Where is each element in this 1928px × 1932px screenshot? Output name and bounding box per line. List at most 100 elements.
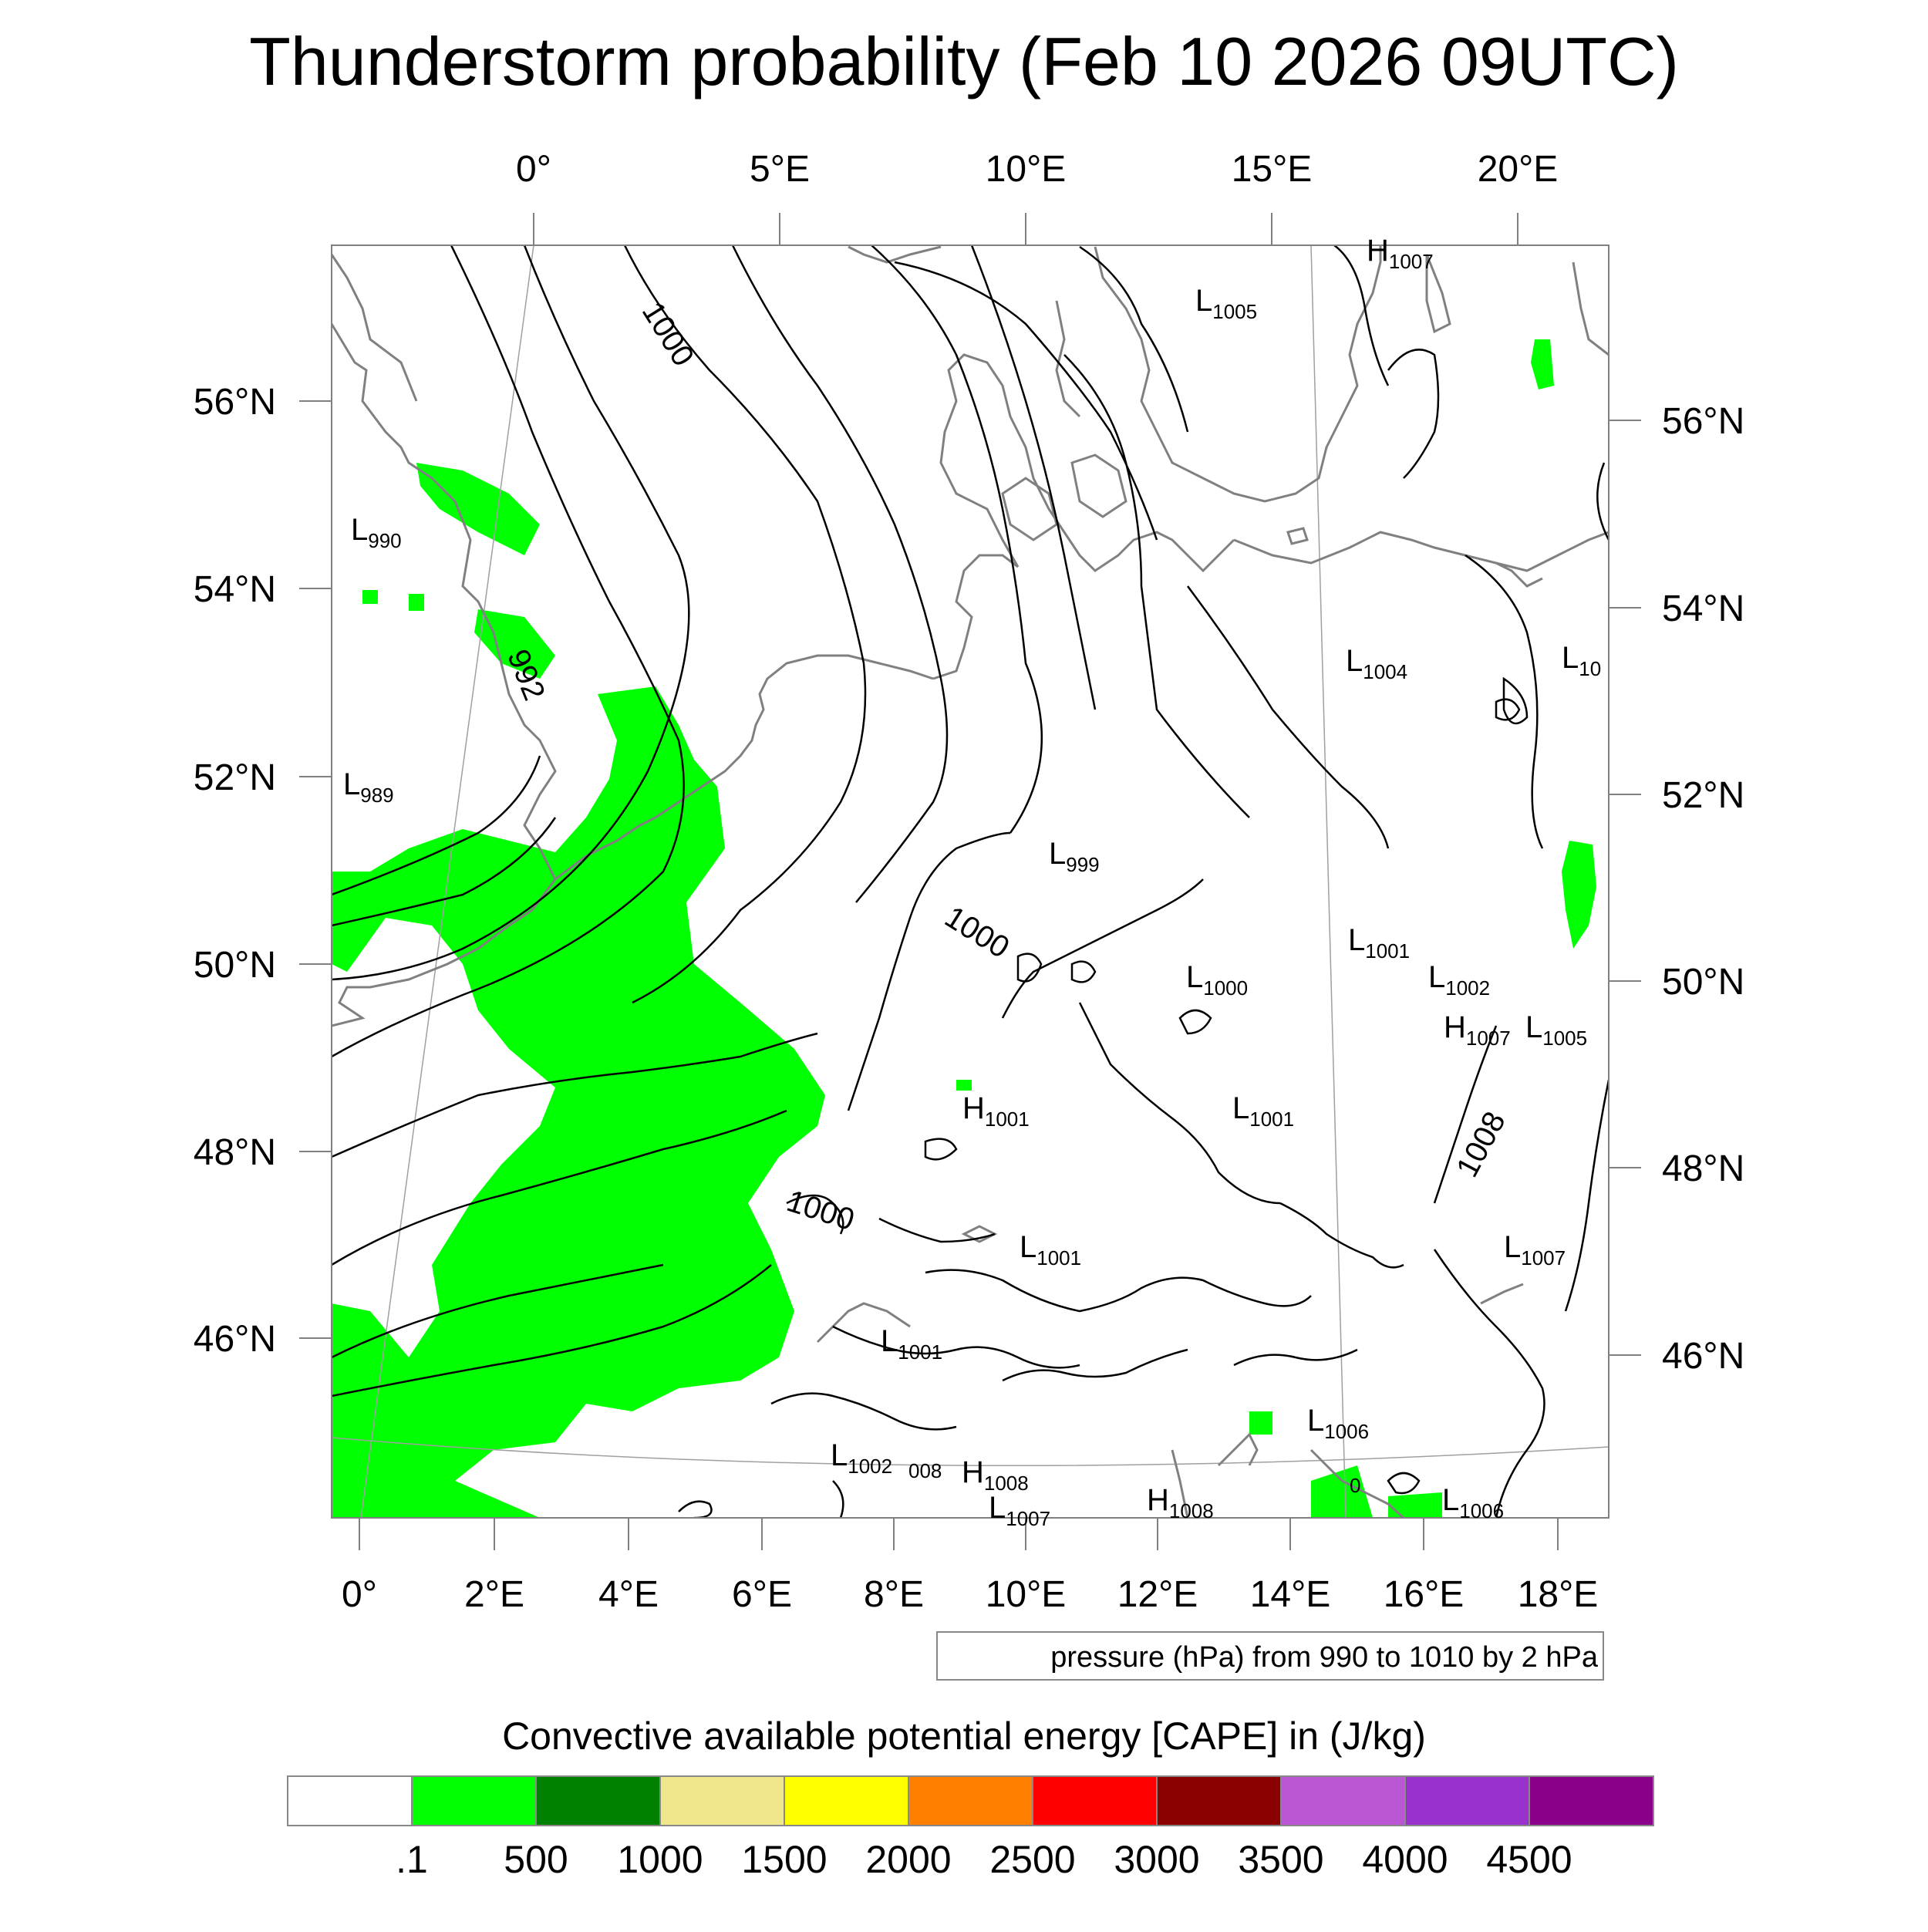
- figure-title: Thunderstorm probability (Feb 10 2026 09…: [249, 23, 1679, 99]
- lat-label-right: 48°N: [1662, 1148, 1744, 1189]
- pressure-center: L1007: [989, 1491, 1050, 1530]
- lon-label-bottom: 2°E: [464, 1574, 524, 1615]
- isobar-line: [1495, 698, 1521, 721]
- contour-info-text: pressure (hPa) from 990 to 1010 by 2 hPa: [1050, 1641, 1599, 1674]
- pressure-center: L1005: [1195, 284, 1257, 323]
- lat-label-left: 48°N: [194, 1132, 276, 1173]
- coast-germany: [932, 554, 1019, 680]
- pressure-center: L1000: [1186, 960, 1248, 1000]
- isobar-line: [1078, 1002, 1281, 1205]
- pressure-center: L989: [343, 767, 394, 807]
- isobar-line: [1502, 676, 1529, 725]
- isobar-line: [1063, 354, 1250, 818]
- isobar-line: [332, 245, 685, 1058]
- bottom-longitude-labels: 0° 2°E 4°E 6°E 8°E 10°E 12°E 14°E 16°E 1…: [342, 1574, 1598, 1615]
- isobar-line: [832, 1480, 844, 1518]
- isobar-line: [770, 1392, 957, 1431]
- coast-baltic-south: [1233, 531, 1609, 572]
- pressure-center: L1006: [1442, 1483, 1504, 1522]
- cape-area-small: [956, 1080, 972, 1091]
- coast-sweden: [1094, 245, 1382, 503]
- colorbar-tick-label: 4500: [1486, 1838, 1572, 1881]
- colorbar-title: Convective available potential energy [C…: [502, 1715, 1426, 1758]
- colorbar-tick-label: 3500: [1238, 1838, 1323, 1881]
- pressure-center: H1001: [962, 1091, 1030, 1131]
- isobar-line: [1178, 1009, 1212, 1035]
- pressure-center: L1001: [881, 1324, 942, 1364]
- pressure-center: L1006: [1307, 1404, 1369, 1443]
- pressure-center: H1008: [1147, 1483, 1214, 1522]
- lon-label-bottom: 12°E: [1117, 1574, 1198, 1615]
- colorbar-box: [535, 1775, 661, 1826]
- isobar-line: [623, 245, 867, 1004]
- lat-label-left: 46°N: [194, 1319, 276, 1360]
- coast-britain-west: [332, 254, 418, 402]
- map-frame: [331, 244, 1609, 1519]
- coast-denmark: [939, 353, 1235, 573]
- pressure-center: L10: [1562, 641, 1601, 680]
- coast-adriatic-east: [1309, 1448, 1405, 1518]
- cape-area-small: [409, 594, 424, 611]
- cape-area-italy: [1249, 1411, 1272, 1435]
- cape-area-adriatic: [1311, 1465, 1373, 1518]
- coast-danish-islands: [1001, 477, 1058, 541]
- colorbar-box: [1280, 1775, 1406, 1826]
- isobar-line: [1079, 245, 1189, 433]
- colorbar-box: [784, 1775, 909, 1826]
- pressure-center: L1002: [831, 1438, 892, 1478]
- isobar-line: [1279, 1202, 1404, 1269]
- coast-gotland: [1425, 254, 1451, 334]
- lon-label-top: 0°: [516, 149, 551, 190]
- map-panel: 0° 5°E 10°E 15°E 20°E 0° 2°E 4°E 6°E 8°E…: [194, 149, 1745, 1615]
- coast-ligurian: [816, 1302, 911, 1344]
- isobar-line: [731, 245, 949, 903]
- cape-area-ionian: [1388, 1492, 1442, 1518]
- isobar-line: [332, 1263, 664, 1359]
- left-latitude-labels: 56°N 54°N 52°N 50°N 48°N 46°N: [194, 382, 276, 1360]
- isobar-line: [1433, 1025, 1498, 1204]
- colorbar-box: [411, 1775, 537, 1826]
- lat-label-left: 56°N: [194, 382, 276, 423]
- colorbar-tick-label: 2500: [989, 1838, 1075, 1881]
- pressure-center: H1008: [962, 1455, 1029, 1495]
- isobar-line: [1333, 245, 1390, 386]
- cape-area-sw: [339, 1365, 432, 1512]
- parallel-line: [332, 1437, 1609, 1467]
- isobar-line: [924, 1138, 958, 1161]
- colorbar-labels: .1 500 1000 1500 2000 2500 3000 3500 4000 4500: [396, 1838, 1572, 1881]
- lon-label-bottom: 6°E: [732, 1574, 792, 1615]
- coast-belgium-nl: [554, 654, 934, 881]
- isobar-line: [970, 245, 1097, 710]
- lon-label-top: 10°E: [986, 149, 1067, 190]
- colorbar-tick-label: 2000: [865, 1838, 951, 1881]
- pressure-centers: H1007 L1005 L990 L989 L1004 L10 L999 L10…: [343, 234, 1601, 1530]
- isobar-line: [1564, 1079, 1609, 1312]
- colorbar-box: [908, 1775, 1033, 1826]
- isobar-line: [332, 1032, 818, 1158]
- cape-area-uk: [416, 463, 540, 555]
- isobar-line: [878, 1217, 996, 1243]
- coast-britain: [332, 323, 557, 1027]
- colorbar-tick-label: 1500: [741, 1838, 827, 1881]
- lat-label-left: 50°N: [194, 945, 276, 986]
- lat-label-right: 54°N: [1662, 588, 1744, 629]
- isobar-line: [332, 817, 557, 927]
- colorbar-tick-label: 1000: [617, 1838, 703, 1881]
- pressure-center: L1001: [1020, 1230, 1081, 1269]
- cape-area-east: [1562, 841, 1596, 949]
- colorbar-box: [1156, 1775, 1282, 1826]
- coast-baltic-states: [1572, 261, 1609, 356]
- isobar-line: [847, 831, 1011, 1111]
- pressure-center: H1007: [1367, 234, 1434, 273]
- cape-area-poland: [1531, 339, 1554, 389]
- top-longitude-labels: 0° 5°E 10°E 15°E 20°E: [516, 149, 1558, 190]
- isobar-line: [332, 1264, 772, 1398]
- isobar-line: [332, 1109, 787, 1266]
- meridian-line: [1310, 245, 1347, 1518]
- lon-label-top: 20°E: [1478, 149, 1559, 190]
- lon-label-bottom: 4°E: [598, 1574, 659, 1615]
- pressure-center: L1005: [1525, 1010, 1587, 1050]
- isobar-line: [894, 261, 1158, 541]
- cape-area-small: [362, 590, 378, 604]
